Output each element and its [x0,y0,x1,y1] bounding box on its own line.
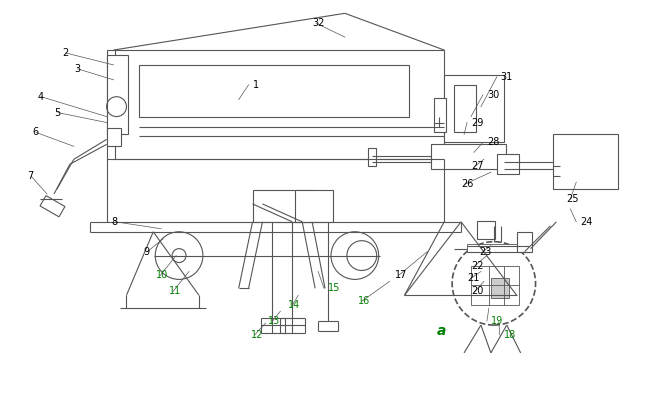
Text: 6: 6 [32,127,38,138]
Text: 27: 27 [471,161,483,171]
Bar [40,195,65,217]
Text: 23: 23 [479,247,491,256]
Text: 30: 30 [487,90,499,100]
Bar [107,50,115,159]
Text: 32: 32 [312,18,324,28]
Text: 7: 7 [27,171,33,181]
Text: 2: 2 [62,48,68,58]
Text: 3: 3 [74,64,80,74]
Circle shape [347,241,377,270]
Circle shape [331,232,379,279]
Text: 14: 14 [288,300,300,310]
Bar [471,266,518,305]
Bar [113,50,444,159]
Text: 5: 5 [54,108,60,117]
Bar [295,190,333,222]
Text: 11: 11 [169,286,182,296]
Text: 1: 1 [253,80,259,90]
Text: 28: 28 [487,138,499,147]
Bar [434,98,446,132]
Text: 24: 24 [580,217,593,227]
Bar [253,190,314,222]
Bar [497,154,518,174]
Text: 22: 22 [471,260,483,271]
Bar [107,128,121,146]
Text: 17: 17 [394,270,407,281]
Bar [477,221,495,239]
Text: 8: 8 [111,217,118,227]
Text: 4: 4 [37,92,43,102]
Text: 19: 19 [491,316,503,326]
Text: 26: 26 [461,179,473,189]
Bar [139,65,410,117]
Text: 10: 10 [156,270,168,281]
Bar [432,144,506,169]
Bar [444,75,504,142]
Circle shape [155,232,203,279]
Text: 21: 21 [467,273,479,283]
Text: 29: 29 [471,117,483,128]
Text: 12: 12 [251,330,263,340]
Text: 20: 20 [471,286,483,296]
Bar [368,149,376,166]
Bar [107,55,129,134]
Bar [491,279,509,298]
Text: 18: 18 [504,330,516,340]
Bar [454,85,476,132]
Bar [516,232,532,252]
Text: 25: 25 [566,194,579,204]
Text: 31: 31 [501,72,513,82]
Bar [467,243,528,252]
Text: 13: 13 [269,316,280,326]
Text: 15: 15 [328,283,340,294]
Text: 16: 16 [358,296,370,306]
Text: a: a [438,324,447,338]
Bar [554,134,618,189]
Text: 9: 9 [143,247,149,256]
